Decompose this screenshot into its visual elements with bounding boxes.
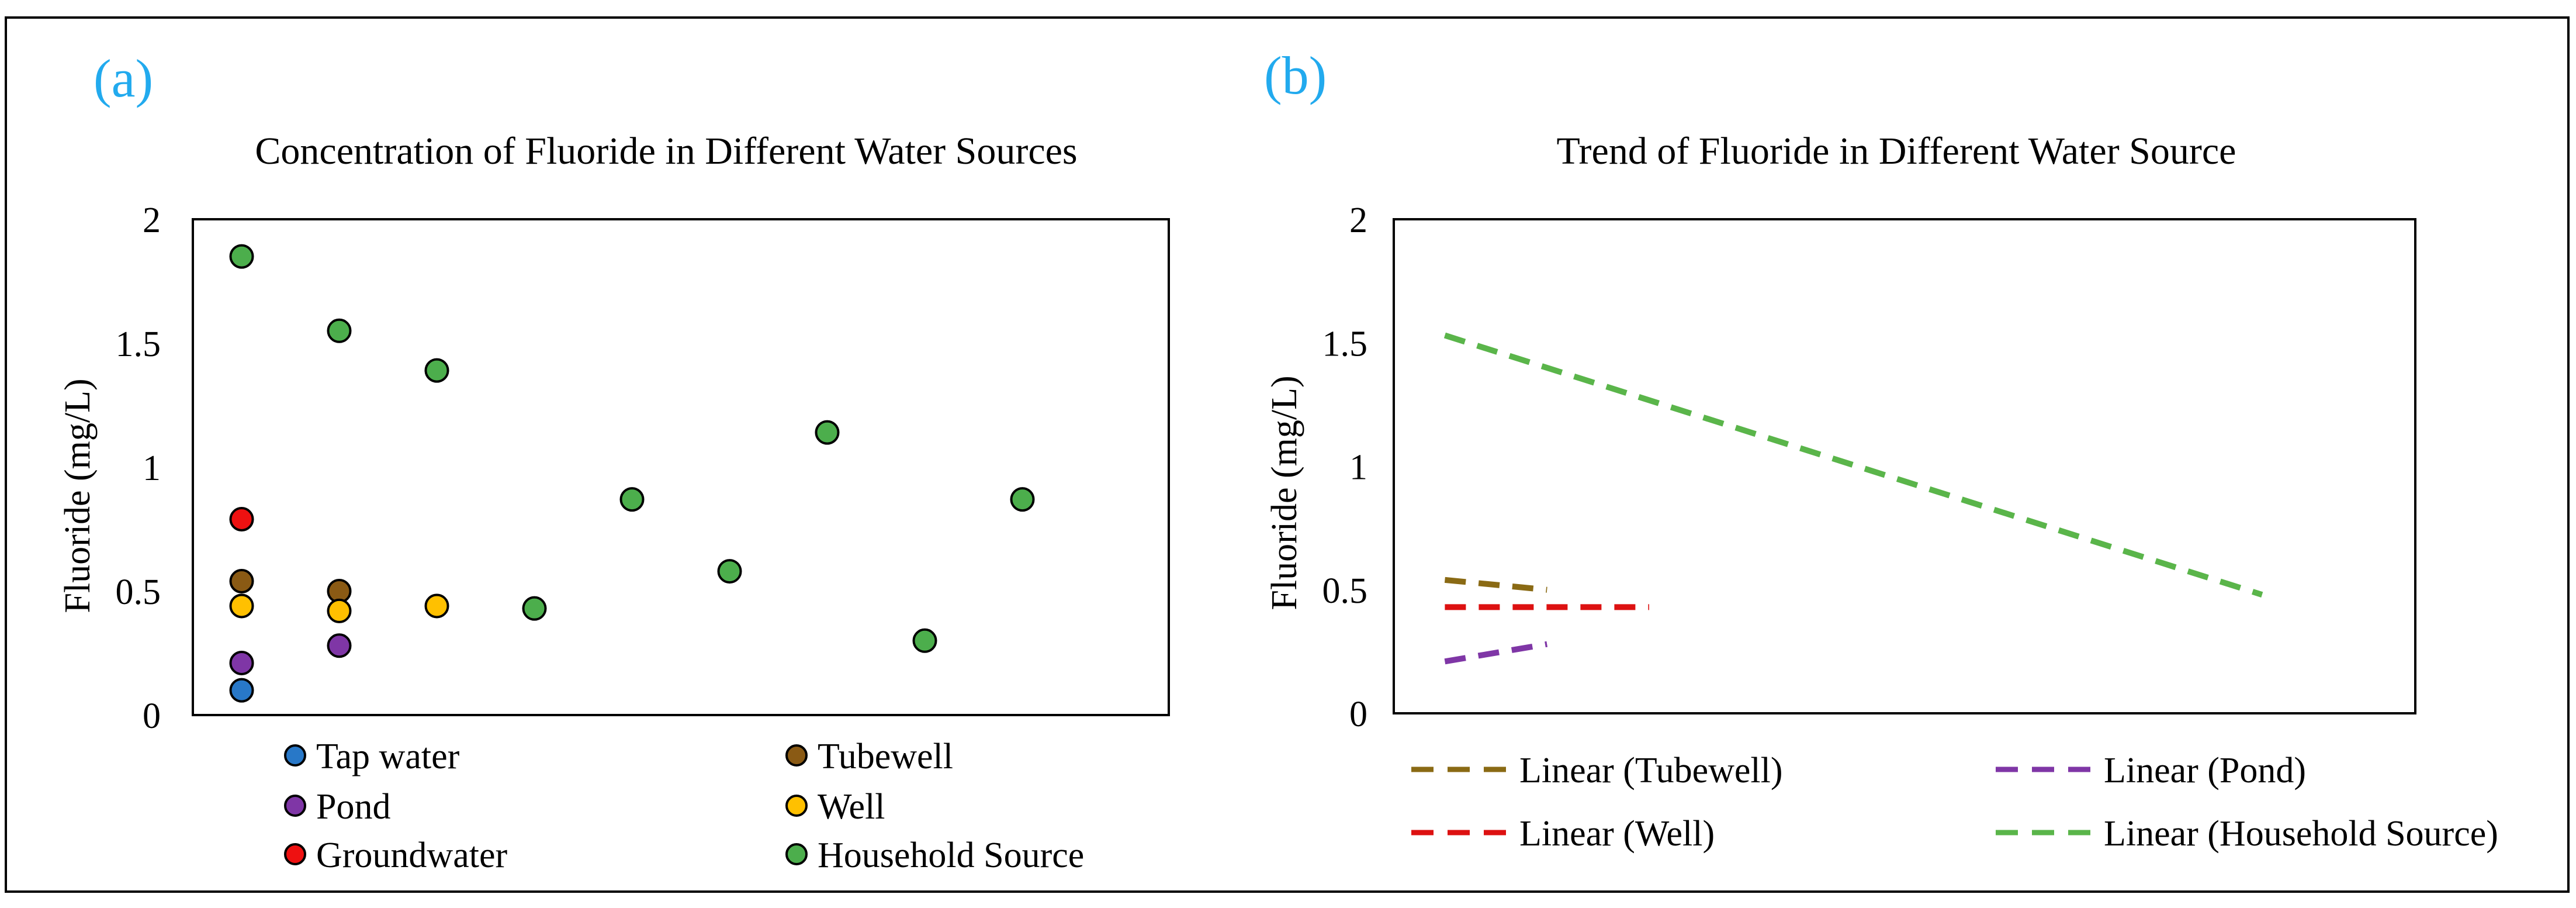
legend-label-household: Linear (Household Source): [2104, 814, 2498, 854]
point-household: [717, 559, 742, 584]
panel-a-y-tick-label: 0.5: [116, 572, 161, 612]
point-pond: [229, 650, 254, 675]
panel-b-y-tick-label: 0.5: [1322, 571, 1368, 611]
panel-a-legend: Tap water Tubewell Pond Well Groundwater Hous…: [284, 737, 1084, 875]
panel-b-trend-lines: [1443, 332, 2263, 665]
point-household: [1010, 487, 1035, 512]
point-household: [815, 420, 840, 445]
legend-label-household: Household Source: [818, 836, 1084, 875]
panel-b: (b) Trend of Fluoride in Different Water…: [1264, 46, 2498, 854]
panel-a-y-tick-label: 1.5: [116, 324, 161, 364]
point-well: [229, 593, 254, 619]
point-household: [619, 487, 645, 512]
panel-a-label: (a): [94, 49, 153, 108]
panel-a-points: [229, 244, 1035, 703]
legend-label-well: Well: [818, 787, 885, 827]
panel-b-y-tick-label: 1: [1349, 448, 1367, 488]
legend-marker-well: [785, 795, 808, 817]
panel-b-y-tick-label: 0: [1349, 695, 1367, 734]
legend-marker-tap: [284, 744, 306, 767]
point-household: [424, 358, 449, 383]
trend-line-tubewell: [1444, 576, 1547, 593]
point-household: [522, 596, 547, 621]
legend-label-groundwater: Groundwater: [316, 836, 507, 875]
legend-marker-pond: [284, 795, 306, 817]
legend-label-tap: Tap water: [316, 737, 460, 776]
point-well: [327, 598, 352, 623]
panel-b-y-tick-label: 1.5: [1322, 324, 1368, 364]
legend-marker-groundwater: [284, 843, 306, 865]
point-household: [327, 318, 352, 343]
trend-line-household: [1443, 332, 2263, 598]
point-household: [229, 244, 254, 269]
legend-label-pond: Pond: [316, 787, 390, 827]
panel-a-y-tick-label: 0: [143, 696, 161, 736]
panel-a-y-tick-label: 1: [143, 448, 161, 488]
trend-line-pond: [1444, 641, 1548, 665]
legend-label-pond: Linear (Pond): [2104, 751, 2306, 790]
point-tubewell: [229, 569, 254, 594]
panel-b-y-axis-label: Fluoride (mg/L): [1265, 375, 1304, 610]
panel-b-y-tick-label: 2: [1349, 201, 1367, 240]
panel-b-plot-area: [1393, 218, 2416, 714]
point-groundwater: [229, 507, 254, 532]
legend-marker-tubewell: [785, 744, 808, 767]
legend-marker-household: [785, 843, 808, 865]
panel-a: (a) Concentration of Fluoride in Differe…: [58, 49, 1170, 875]
point-pond: [327, 633, 352, 658]
legend-label-well: Linear (Well): [1519, 814, 1715, 854]
legend-label-tubewell: Tubewell: [818, 737, 953, 776]
point-tap: [229, 678, 254, 703]
panel-a-title: Concentration of Fluoride in Different W…: [255, 130, 1077, 172]
panel-a-y-axis-label: Fluoride (mg/L): [58, 378, 98, 613]
panel-a-y-ticks: 0 0.5 1 1.5 2: [116, 201, 161, 736]
panel-b-title: Trend of Fluoride in Different Water Sou…: [1557, 130, 2236, 172]
panel-b-label: (b): [1264, 46, 1327, 105]
legend-label-tubewell: Linear (Tubewell): [1519, 751, 1783, 790]
point-household: [912, 628, 937, 653]
point-well: [424, 593, 449, 619]
panel-a-y-tick-label: 2: [143, 201, 161, 240]
panel-b-legend: Linear (Tubewell) Linear (Pond) Linear (We…: [1411, 751, 2498, 854]
panel-a-plot-area: [192, 218, 1170, 716]
panel-b-y-ticks: 0 0.5 1 1.5 2: [1322, 201, 1368, 734]
